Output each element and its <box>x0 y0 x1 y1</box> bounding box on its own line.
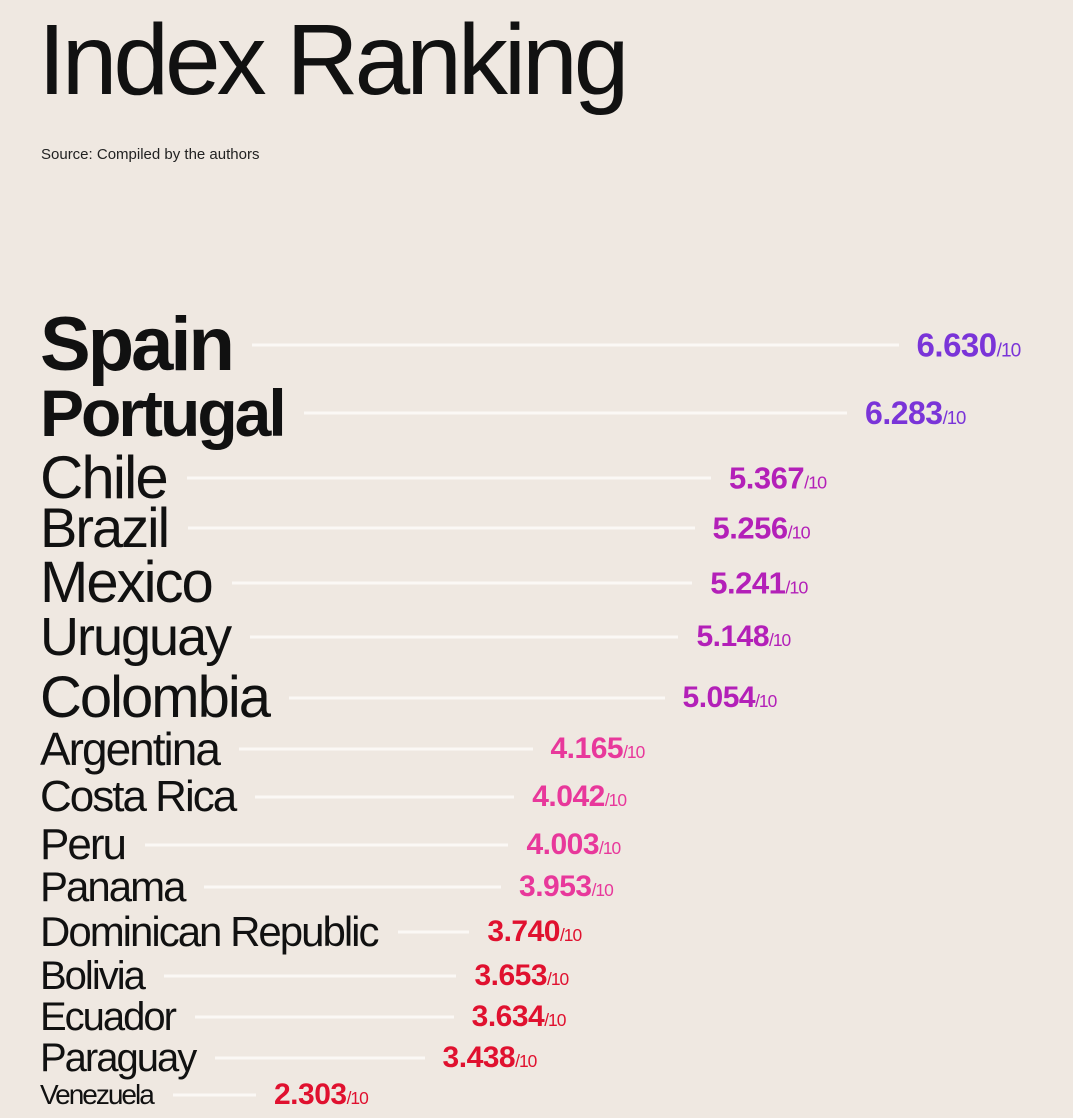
value-number: 5.054 <box>682 681 756 714</box>
value-number: 4.042 <box>532 780 605 813</box>
value-label: 5.054/10 <box>682 681 778 714</box>
value-bar <box>172 1093 256 1097</box>
country-label: Chile <box>40 444 169 511</box>
value-number: 6.630 <box>916 326 998 364</box>
value-label: 6.630/10 <box>916 326 1022 364</box>
value-label: 4.003/10 <box>526 828 621 861</box>
value-label: 5.256/10 <box>712 510 811 546</box>
value-denominator: /10 <box>769 630 791 650</box>
value-number: 3.740 <box>487 915 560 948</box>
value-label: 3.953/10 <box>519 870 614 903</box>
country-label: Portugal <box>40 376 287 450</box>
value-bar <box>144 843 509 847</box>
country-label: Panama <box>40 863 186 910</box>
value-bar <box>204 885 502 889</box>
value-label: 3.653/10 <box>474 959 569 992</box>
value-denominator: /10 <box>559 925 582 945</box>
country-label: Venezuela <box>40 1079 155 1110</box>
value-number: 5.256 <box>712 510 789 546</box>
value-label: 2.303/10 <box>274 1078 369 1111</box>
value-denominator: /10 <box>547 969 569 989</box>
value-denominator: /10 <box>804 472 827 493</box>
country-label: Bolivia <box>40 954 146 998</box>
value-bar <box>215 1056 425 1060</box>
country-label: Argentina <box>40 723 221 775</box>
value-number: 4.003 <box>526 828 600 861</box>
value-label: 3.740/10 <box>487 915 582 948</box>
value-label: 3.634/10 <box>471 1000 567 1033</box>
country-label: Peru <box>40 820 127 869</box>
value-label: 4.165/10 <box>550 732 646 765</box>
value-denominator: /10 <box>623 742 645 762</box>
value-label: 3.438/10 <box>442 1041 538 1074</box>
value-bar <box>194 1015 454 1019</box>
value-bar <box>250 635 679 639</box>
value-denominator: /10 <box>591 880 614 900</box>
value-denominator: /10 <box>942 407 967 428</box>
value-denominator: /10 <box>996 340 1022 362</box>
value-bar <box>238 747 533 751</box>
country-label: Paraguay <box>40 1036 197 1080</box>
value-number: 3.438 <box>442 1041 516 1074</box>
value-number: 5.148 <box>696 620 770 653</box>
country-label: Spain <box>40 302 235 387</box>
value-label: 4.042/10 <box>532 780 627 813</box>
value-denominator: /10 <box>787 522 811 543</box>
country-label: Uruguay <box>40 607 232 667</box>
value-number: 3.634 <box>471 1000 545 1033</box>
value-denominator: /10 <box>346 1088 369 1108</box>
value-denominator: /10 <box>755 691 777 711</box>
value-denominator: /10 <box>604 790 627 810</box>
chart-source: Source: Compiled by the authors <box>41 146 260 163</box>
chart-title: Index Ranking <box>38 4 629 116</box>
value-bar <box>188 526 695 530</box>
value-bar <box>231 581 693 585</box>
value-number: 3.653 <box>474 959 548 992</box>
value-number: 5.241 <box>710 565 786 601</box>
value-bar <box>303 411 848 415</box>
value-number: 5.367 <box>729 460 805 496</box>
value-denominator: /10 <box>599 838 621 858</box>
value-denominator: /10 <box>785 577 808 598</box>
value-number: 3.953 <box>519 870 592 903</box>
value-bar <box>251 343 899 347</box>
value-bar <box>163 974 457 978</box>
country-label: Brazil <box>40 496 170 559</box>
value-label: 6.283/10 <box>865 395 967 431</box>
country-label: Costa Rica <box>40 772 237 821</box>
value-label: 5.148/10 <box>696 620 791 653</box>
country-label: Dominican Republic <box>40 908 380 955</box>
value-label: 5.367/10 <box>729 460 827 496</box>
country-label: Colombia <box>40 665 271 730</box>
value-bar <box>186 476 711 480</box>
value-label: 5.241/10 <box>710 565 808 601</box>
value-bar <box>397 930 470 934</box>
country-label: Ecuador <box>40 995 177 1039</box>
country-label: Mexico <box>40 550 214 615</box>
value-number: 4.165 <box>550 732 624 765</box>
value-number: 6.283 <box>865 395 943 431</box>
value-bar <box>255 795 515 799</box>
value-denominator: /10 <box>544 1010 566 1030</box>
value-denominator: /10 <box>515 1051 537 1071</box>
value-number: 2.303 <box>274 1078 347 1111</box>
value-bar <box>289 696 665 700</box>
